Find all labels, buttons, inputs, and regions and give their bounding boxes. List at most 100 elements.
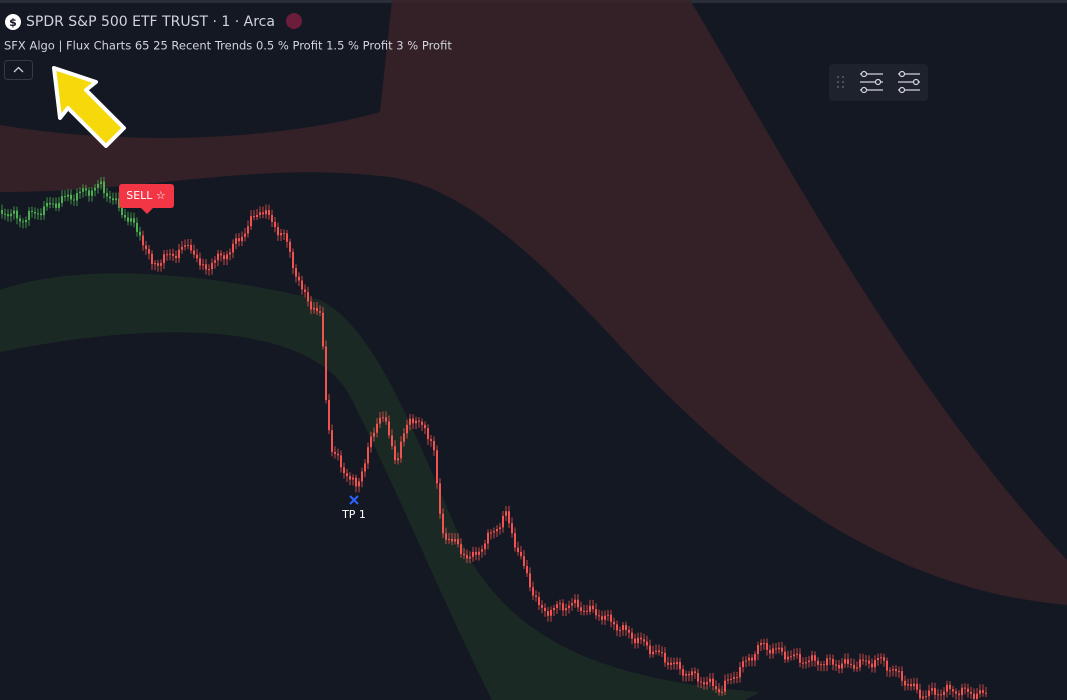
candle-body	[664, 652, 666, 663]
status-icon[interactable]	[286, 13, 302, 29]
candle-body	[553, 607, 555, 611]
candle-body	[16, 210, 18, 219]
candle-body	[208, 269, 210, 271]
sell-label-box	[119, 184, 174, 208]
candle-body	[586, 610, 588, 612]
candle-body	[469, 556, 471, 559]
candle-body	[547, 611, 549, 616]
candle-body	[526, 565, 528, 574]
candle-body	[718, 689, 720, 693]
candle-body	[463, 553, 465, 556]
candle-body	[7, 214, 9, 217]
candle-body	[862, 659, 864, 661]
candle-body	[226, 254, 228, 260]
candle-body	[169, 253, 171, 255]
settings-button-1[interactable]	[860, 70, 883, 94]
candle-body	[49, 202, 51, 205]
sell-signal: SELL ☆	[119, 184, 174, 214]
candle-body	[619, 629, 621, 631]
candle-body	[352, 477, 354, 480]
candle-body	[211, 262, 213, 270]
symbol-title[interactable]: SPDR S&P 500 ETF TRUST · 1 · Arca	[26, 14, 275, 30]
candle-body	[436, 450, 438, 484]
candle-body	[127, 217, 129, 222]
settings-button-2[interactable]	[898, 70, 920, 94]
candle-body	[493, 531, 495, 533]
candle-body	[76, 193, 78, 201]
candle-body	[382, 417, 384, 419]
candle-body	[346, 473, 348, 477]
indicator-title[interactable]: SFX Algo | Flux Charts 65 25 Recent Tren…	[4, 39, 452, 53]
candle-body	[73, 199, 75, 201]
candle-body	[520, 551, 522, 557]
candle-body	[556, 604, 558, 608]
candle-body	[745, 660, 747, 662]
candle-body	[160, 263, 162, 266]
candle-body	[184, 245, 186, 247]
candle-body	[640, 637, 642, 640]
candle-body	[79, 191, 81, 194]
candle-body	[505, 511, 507, 516]
candle-body	[478, 551, 480, 555]
candle-body	[154, 263, 156, 265]
candle-body	[736, 677, 738, 679]
candle-body	[37, 213, 39, 215]
candle-body	[358, 481, 360, 487]
candle-body	[595, 609, 597, 616]
candle-body	[394, 446, 396, 461]
candle-body	[706, 682, 708, 685]
candle-body	[892, 669, 894, 671]
candle-body	[628, 629, 630, 633]
candle-body	[655, 650, 657, 652]
candle-body	[964, 687, 966, 689]
candle-body	[589, 605, 591, 612]
candle-body	[244, 233, 246, 237]
candle-body	[328, 400, 330, 431]
candle-body	[766, 642, 768, 650]
candle-body	[94, 187, 96, 191]
candle-body	[370, 436, 372, 448]
candle-body	[868, 660, 870, 664]
collapse-chevron	[13, 66, 24, 73]
collapse-button[interactable]	[4, 60, 33, 80]
drag-handle	[837, 76, 844, 88]
candle-body	[922, 696, 924, 699]
candle-body	[634, 638, 636, 644]
candle-body	[856, 667, 858, 669]
candle-body	[64, 196, 66, 198]
candle-body	[616, 624, 618, 631]
candle-body	[430, 439, 432, 441]
tp-label: TP 1	[341, 508, 366, 521]
candle-body	[517, 547, 519, 552]
candle-body	[721, 691, 723, 693]
candle-body	[907, 684, 909, 686]
candle-body	[610, 614, 612, 622]
candle-body	[229, 252, 231, 255]
candle-body	[559, 603, 561, 605]
candle-body	[142, 235, 144, 246]
candle-body	[46, 202, 48, 207]
candle-body	[802, 662, 804, 664]
candle-body	[247, 226, 249, 234]
candle-body	[859, 659, 861, 668]
candle-body	[724, 680, 726, 692]
candle-body	[970, 691, 972, 694]
candle-body	[97, 184, 99, 188]
candle-body	[940, 694, 942, 696]
candle-body	[979, 690, 981, 694]
candle-body	[457, 539, 459, 545]
candle-body	[775, 648, 777, 650]
candle-body	[31, 210, 33, 212]
candle-body	[709, 678, 711, 683]
candle-body	[712, 678, 714, 687]
candle-body	[421, 421, 423, 425]
candle-body	[373, 432, 375, 437]
candle-body	[571, 603, 573, 606]
candle-body	[835, 664, 837, 666]
candle-body	[298, 276, 300, 281]
candle-body	[733, 677, 735, 679]
candle-body	[316, 307, 318, 312]
candle-body	[325, 346, 327, 401]
candle-body	[577, 599, 579, 608]
candle-body	[886, 660, 888, 671]
